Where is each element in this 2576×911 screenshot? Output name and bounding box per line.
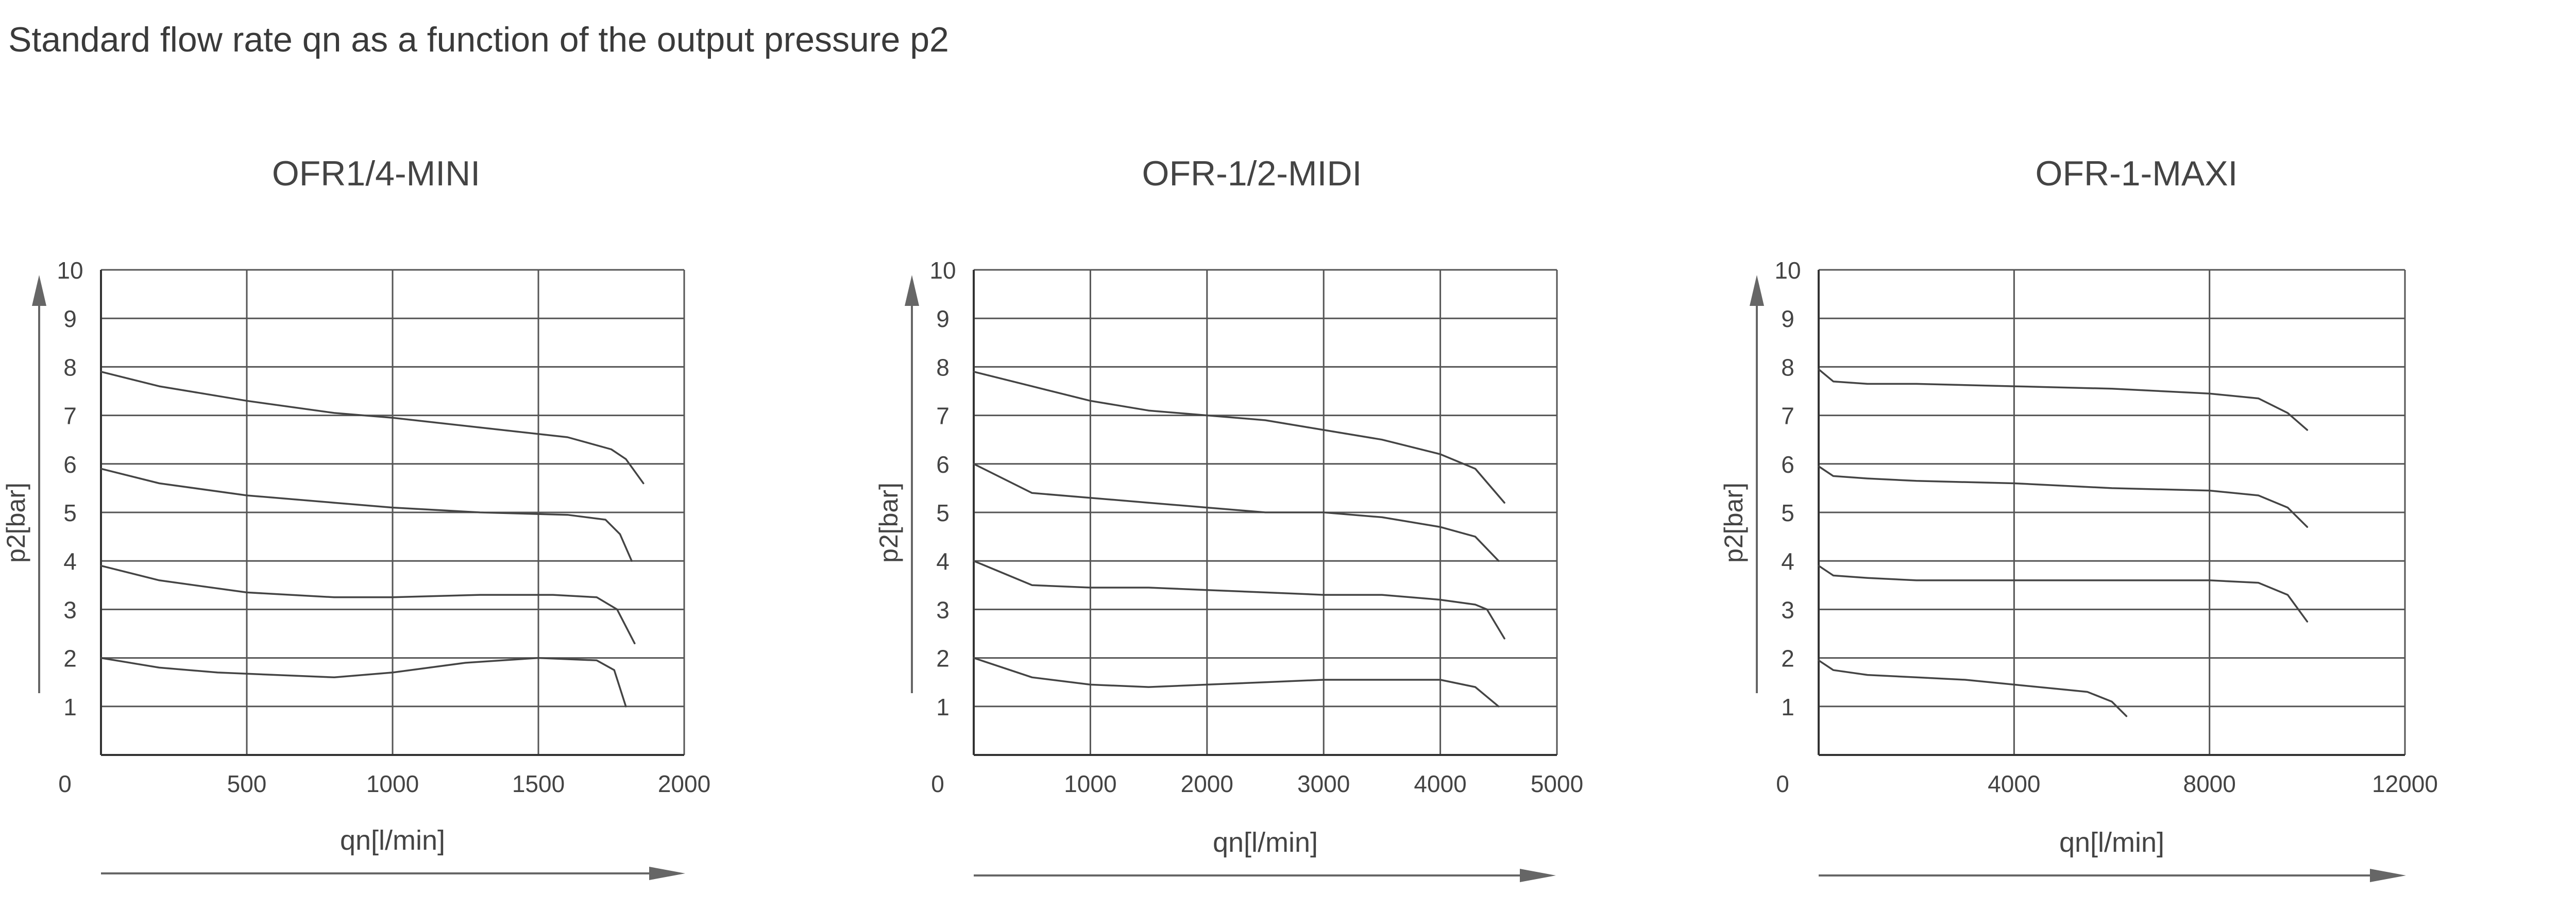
y-tick-label: 6: [936, 451, 950, 478]
x-tick-label: 2000: [658, 770, 710, 797]
chart-3: OFR-1-MAXI p2[bar] 1 2 3 4 5 6 7 8 9 10 0 4000 8000 120…: [1719, 154, 2438, 882]
y-tick-label: 1: [936, 694, 950, 720]
series-line-3: [973, 560, 1505, 640]
y-tick-label: 8: [63, 354, 77, 381]
chart-title: OFR-1-MAXI: [2036, 154, 2238, 193]
x-axis-label: qn[l/min]: [340, 825, 445, 856]
y-tick-label: 8: [1781, 354, 1794, 381]
x-tick-label: 0: [931, 770, 944, 797]
x-tick-label: 4000: [1988, 770, 2040, 797]
y-tick-label: 7: [1781, 403, 1794, 429]
y-tick-label: 5: [936, 500, 950, 526]
y-tick-label: 1: [63, 694, 77, 720]
x-tick-label: 1000: [366, 770, 419, 797]
y-axis-label: p2[bar]: [2, 483, 30, 563]
x-tick-label: 0: [1776, 770, 1789, 797]
x-tick-label: 2000: [1181, 770, 1233, 797]
series-line-3: [1818, 564, 2309, 623]
chart-1: OFR1/4-MINI p2[bar] 1 2 3 4 5 6 7 8 9 10 0 500 1000 150…: [2, 154, 710, 880]
y-tick-label: 9: [936, 305, 950, 332]
x-axis-arrow-head: [649, 867, 685, 880]
x-axis-label: qn[l/min]: [1213, 827, 1318, 858]
series-line-4: [973, 657, 1500, 708]
y-tick-label: 7: [936, 403, 950, 429]
x-tick-label: 3000: [1297, 770, 1350, 797]
series-line-1: [1818, 368, 2309, 431]
y-tick-label: 2: [936, 645, 950, 672]
chart-title: OFR1/4-MINI: [272, 154, 480, 193]
x-axis-label: qn[l/min]: [2059, 827, 2164, 858]
x-axis-arrow-head: [2370, 869, 2406, 882]
x-tick-label: 1000: [1064, 770, 1116, 797]
y-tick-label: 4: [1781, 548, 1794, 575]
chart-2: OFR-1/2-MIDI p2[bar] 1 2 3 4 5 6 7 8 9 10 0 1000 2000 3…: [874, 154, 1583, 882]
series-line-2: [100, 468, 633, 562]
x-axis-arrow-head: [1520, 869, 1556, 882]
y-tick-label: 7: [63, 403, 77, 429]
x-tick-label: 12000: [2372, 770, 2438, 797]
series-line-3: [100, 564, 636, 645]
x-tick-label: 0: [58, 770, 72, 797]
y-tick-label: 6: [63, 451, 77, 478]
chart-title: OFR-1/2-MIDI: [1142, 154, 1362, 193]
y-tick-label: 8: [936, 354, 950, 381]
y-tick-label: 4: [936, 548, 950, 575]
y-tick-label: 5: [63, 500, 77, 526]
y-axis-arrow-head: [905, 275, 919, 306]
series-line-2: [973, 463, 1500, 562]
y-tick-label: 10: [1774, 257, 1801, 284]
y-axis-arrow-head: [32, 275, 46, 306]
y-tick-label: 6: [1781, 451, 1794, 478]
y-tick-label: 2: [63, 645, 77, 672]
y-tick-label: 2: [1781, 645, 1794, 672]
y-tick-label: 3: [1781, 596, 1794, 623]
y-tick-label: 1: [1781, 694, 1794, 720]
x-tick-label: 1500: [512, 770, 565, 797]
y-tick-label: 9: [1781, 305, 1794, 332]
x-tick-label: 5000: [1531, 770, 1583, 797]
page-title: Standard flow rate qn as a function of t…: [8, 20, 949, 59]
y-axis-label: p2[bar]: [1719, 483, 1748, 563]
y-tick-label: 10: [929, 257, 956, 284]
y-tick-label: 3: [936, 596, 950, 623]
y-tick-label: 10: [57, 257, 83, 284]
x-tick-label: 500: [227, 770, 267, 797]
series-line-4: [100, 657, 627, 708]
y-axis-arrow-head: [1750, 275, 1764, 306]
x-tick-label: 4000: [1414, 770, 1466, 797]
series-line-4: [1818, 659, 2128, 717]
series-line-1: [100, 371, 645, 485]
series-line-2: [1818, 465, 2309, 528]
y-tick-label: 4: [63, 548, 77, 575]
x-tick-label: 8000: [2183, 770, 2235, 797]
y-tick-label: 9: [63, 305, 77, 332]
series-line-1: [973, 371, 1505, 504]
y-axis-label: p2[bar]: [874, 483, 903, 563]
y-tick-label: 3: [63, 596, 77, 623]
y-tick-label: 5: [1781, 500, 1794, 526]
